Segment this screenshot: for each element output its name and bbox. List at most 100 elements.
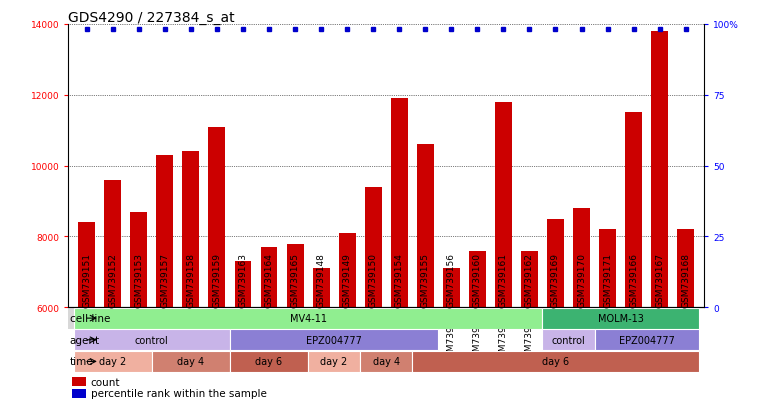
Text: count: count — [91, 377, 120, 387]
Text: control: control — [135, 335, 169, 345]
Text: GSM739156: GSM739156 — [447, 253, 456, 308]
Bar — [183, 152, 199, 308]
Bar — [443, 269, 460, 308]
Text: GSM739158: GSM739158 — [186, 253, 196, 308]
Bar — [594, 330, 699, 350]
Text: GSM739168: GSM739168 — [681, 308, 690, 363]
Text: control: control — [552, 335, 585, 345]
Text: GSM739151: GSM739151 — [82, 253, 91, 308]
Text: GSM739150: GSM739150 — [368, 253, 377, 308]
Text: GSM739163: GSM739163 — [238, 253, 247, 308]
Text: GSM739171: GSM739171 — [603, 308, 612, 363]
Bar — [74, 308, 543, 329]
Bar — [417, 145, 434, 308]
Bar — [130, 212, 148, 308]
Text: day 6: day 6 — [542, 356, 569, 366]
Text: GSM739164: GSM739164 — [265, 253, 273, 308]
Text: GSM739166: GSM739166 — [629, 253, 638, 308]
Text: MOLM-13: MOLM-13 — [597, 313, 644, 323]
Text: GSM739157: GSM739157 — [161, 308, 170, 363]
Bar — [72, 389, 86, 398]
Bar — [573, 209, 590, 308]
Text: GSM739161: GSM739161 — [499, 253, 508, 308]
Bar — [152, 351, 230, 372]
Bar — [78, 223, 95, 308]
Text: GSM739170: GSM739170 — [577, 308, 586, 363]
Bar — [234, 261, 251, 308]
Text: GSM739160: GSM739160 — [473, 253, 482, 308]
Bar — [521, 251, 538, 308]
Text: GSM739163: GSM739163 — [238, 308, 247, 363]
Text: GSM739165: GSM739165 — [291, 308, 300, 363]
Text: percentile rank within the sample: percentile rank within the sample — [91, 389, 266, 399]
Text: MV4-11: MV4-11 — [290, 313, 326, 323]
Bar — [469, 251, 486, 308]
Bar — [651, 32, 668, 308]
Text: agent: agent — [70, 335, 100, 345]
Text: GSM739162: GSM739162 — [525, 253, 534, 308]
Text: GSM739155: GSM739155 — [421, 308, 430, 363]
Text: GSM739153: GSM739153 — [134, 308, 143, 363]
Text: GSM739164: GSM739164 — [265, 308, 273, 362]
Text: day 4: day 4 — [177, 356, 205, 366]
Bar — [365, 188, 382, 308]
Bar — [313, 269, 330, 308]
Text: GSM739171: GSM739171 — [603, 253, 612, 308]
Bar — [625, 113, 642, 308]
Text: GSM739167: GSM739167 — [655, 253, 664, 308]
Text: cell line: cell line — [70, 313, 110, 323]
Bar — [543, 330, 594, 350]
Text: day 2: day 2 — [99, 356, 126, 366]
Bar — [599, 230, 616, 308]
Bar — [287, 244, 304, 308]
Text: day 4: day 4 — [373, 356, 400, 366]
Text: GSM739154: GSM739154 — [395, 253, 404, 308]
Text: GSM739151: GSM739151 — [82, 308, 91, 363]
Text: GSM739170: GSM739170 — [577, 253, 586, 308]
Text: GSM739150: GSM739150 — [368, 308, 377, 363]
Text: GSM739148: GSM739148 — [317, 253, 326, 308]
Text: GSM739159: GSM739159 — [212, 253, 221, 308]
Bar — [543, 308, 699, 329]
Text: GSM739167: GSM739167 — [655, 308, 664, 363]
Text: GSM739149: GSM739149 — [342, 308, 352, 362]
Bar — [260, 247, 278, 308]
Bar — [104, 180, 121, 308]
Bar — [390, 99, 408, 308]
Bar — [677, 230, 694, 308]
Text: GSM739152: GSM739152 — [108, 253, 117, 308]
Text: GSM739148: GSM739148 — [317, 308, 326, 362]
Text: GSM739161: GSM739161 — [499, 308, 508, 363]
Bar — [74, 351, 152, 372]
Text: GSM739166: GSM739166 — [629, 308, 638, 363]
Bar — [412, 351, 699, 372]
Text: day 6: day 6 — [256, 356, 282, 366]
Text: GSM739152: GSM739152 — [108, 308, 117, 362]
Text: GSM739158: GSM739158 — [186, 308, 196, 363]
Text: GSM739165: GSM739165 — [291, 253, 300, 308]
Bar — [230, 351, 308, 372]
Bar — [360, 351, 412, 372]
Bar — [74, 330, 230, 350]
Bar — [72, 377, 86, 386]
Text: EPZ004777: EPZ004777 — [619, 335, 674, 345]
Text: day 2: day 2 — [320, 356, 348, 366]
Text: GSM739153: GSM739153 — [134, 253, 143, 308]
Text: GSM739159: GSM739159 — [212, 308, 221, 363]
Text: GSM739157: GSM739157 — [161, 253, 170, 308]
Text: GSM739155: GSM739155 — [421, 253, 430, 308]
Text: GSM739149: GSM739149 — [342, 253, 352, 308]
Bar — [495, 102, 512, 308]
Text: GSM739154: GSM739154 — [395, 308, 404, 362]
Text: GSM739169: GSM739169 — [551, 253, 560, 308]
Bar — [156, 156, 174, 308]
Text: GSM739160: GSM739160 — [473, 308, 482, 363]
Text: GDS4290 / 227384_s_at: GDS4290 / 227384_s_at — [68, 11, 235, 25]
Bar — [209, 127, 225, 308]
Text: EPZ004777: EPZ004777 — [306, 335, 362, 345]
Text: time: time — [70, 356, 94, 366]
Text: GSM739168: GSM739168 — [681, 253, 690, 308]
Bar — [230, 330, 438, 350]
Text: GSM739156: GSM739156 — [447, 308, 456, 363]
Text: GSM739162: GSM739162 — [525, 308, 534, 362]
